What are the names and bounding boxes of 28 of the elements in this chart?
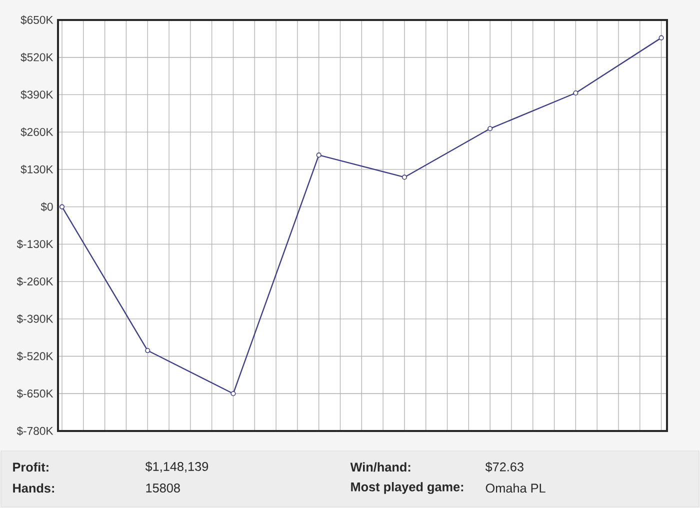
- y-tick-label: $390K: [20, 90, 54, 100]
- y-tick-label: $-520K: [16, 352, 54, 361]
- text: $1,148,139: [145, 461, 208, 473]
- y-tick-label: $0: [40, 202, 53, 212]
- point: [488, 126, 493, 132]
- point: [230, 391, 236, 396]
- point: [316, 152, 322, 158]
- y-tick-label: $260K: [20, 128, 54, 137]
- y-tick-label: $-390K: [16, 314, 54, 324]
- point: [59, 204, 65, 210]
- y-tick-label: $-780K: [16, 426, 54, 436]
- text: $72.63: [485, 462, 524, 472]
- y-tick-label: $520K: [20, 52, 54, 62]
- point: [402, 174, 407, 180]
- y-tick-label: $130K: [20, 164, 54, 174]
- text: Win/hand:: [350, 462, 410, 472]
- point: [145, 348, 150, 354]
- y-tick-label: $-130K: [16, 240, 54, 249]
- y-tick-label: $650K: [20, 15, 54, 25]
- text: 15808: [146, 484, 180, 492]
- point: [573, 90, 578, 96]
- text: Profit:: [13, 462, 48, 472]
- point: [658, 35, 664, 40]
- y-tick-label: $-650K: [16, 389, 54, 398]
- text: Omaha PL: [486, 483, 546, 493]
- text: Hands:: [13, 483, 54, 493]
- y-tick-label: $-260K: [16, 276, 54, 286]
- text: Most played game:: [351, 482, 464, 494]
